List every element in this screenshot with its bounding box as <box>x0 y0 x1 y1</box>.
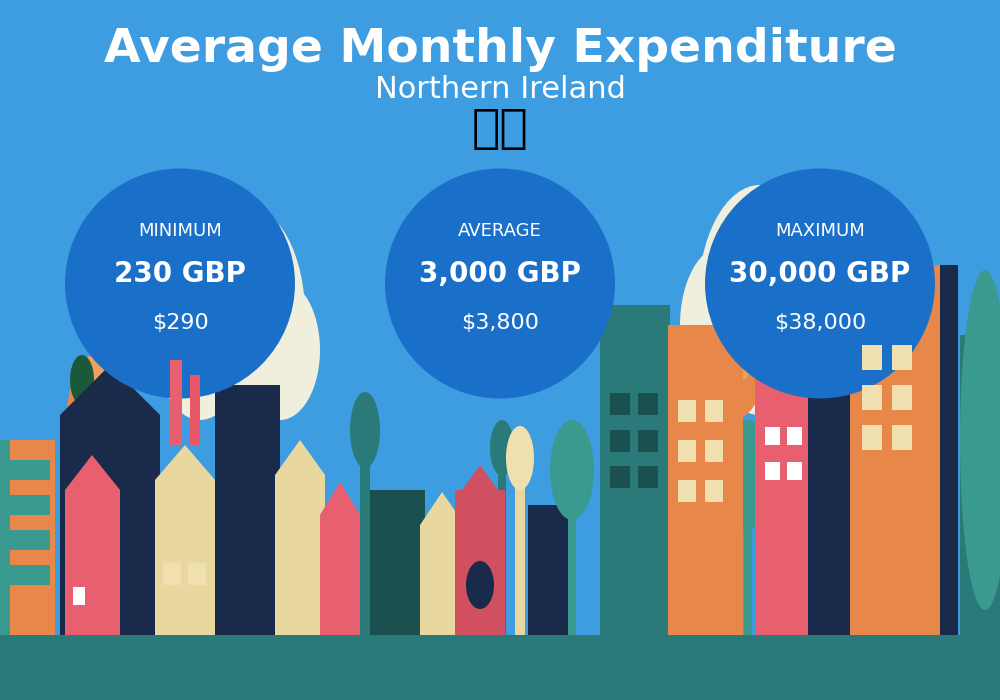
Bar <box>862 385 882 410</box>
Circle shape <box>65 169 295 398</box>
Polygon shape <box>155 445 215 480</box>
Ellipse shape <box>155 260 245 420</box>
Bar <box>678 480 696 502</box>
Bar <box>892 385 912 410</box>
Bar <box>498 450 506 635</box>
Bar <box>0 440 10 635</box>
Ellipse shape <box>755 245 845 405</box>
Bar <box>744 460 752 635</box>
Bar <box>678 440 696 462</box>
Bar <box>360 435 370 635</box>
Bar <box>60 415 160 635</box>
Bar <box>765 427 780 445</box>
Bar <box>892 345 912 370</box>
Bar <box>755 345 810 635</box>
Bar <box>705 440 723 462</box>
Bar <box>73 587 85 605</box>
Bar <box>638 466 658 488</box>
Text: Northern Ireland: Northern Ireland <box>375 76 625 104</box>
Ellipse shape <box>506 426 534 490</box>
Text: 30,000 GBP: 30,000 GBP <box>729 260 911 288</box>
Polygon shape <box>420 492 465 525</box>
Ellipse shape <box>240 280 320 420</box>
Bar <box>705 400 723 422</box>
Bar <box>850 265 950 635</box>
Bar <box>610 430 630 452</box>
Ellipse shape <box>960 270 1000 610</box>
Bar <box>420 525 465 635</box>
Bar <box>0 635 1000 700</box>
Bar <box>65 490 120 635</box>
Polygon shape <box>320 482 360 515</box>
Text: $290: $290 <box>152 314 208 333</box>
Bar <box>188 563 206 585</box>
Bar <box>0 440 55 635</box>
Circle shape <box>385 169 615 398</box>
Text: MINIMUM: MINIMUM <box>138 223 222 241</box>
Bar <box>600 305 670 635</box>
Text: $38,000: $38,000 <box>774 314 866 333</box>
Text: 230 GBP: 230 GBP <box>114 260 246 288</box>
Polygon shape <box>275 440 325 475</box>
Bar <box>320 515 360 635</box>
Text: 3,000 GBP: 3,000 GBP <box>419 260 581 288</box>
Bar <box>190 375 200 445</box>
Bar <box>787 427 802 445</box>
Ellipse shape <box>350 392 380 468</box>
Bar <box>275 475 325 635</box>
Text: 🇬🇧: 🇬🇧 <box>472 108 528 153</box>
Ellipse shape <box>67 360 123 470</box>
Circle shape <box>705 169 935 398</box>
Bar <box>960 335 1000 635</box>
Ellipse shape <box>185 205 305 425</box>
Bar <box>163 563 181 585</box>
Polygon shape <box>60 365 160 415</box>
Bar <box>940 265 958 635</box>
Bar <box>668 325 743 635</box>
Bar <box>455 490 505 635</box>
Bar <box>10 530 50 550</box>
Bar <box>787 462 802 480</box>
Bar <box>78 380 86 440</box>
Bar <box>705 480 723 502</box>
Ellipse shape <box>70 355 94 405</box>
Ellipse shape <box>723 420 773 530</box>
Text: MAXIMUM: MAXIMUM <box>775 223 865 241</box>
Bar <box>610 466 630 488</box>
Bar <box>10 495 50 515</box>
Ellipse shape <box>550 420 594 520</box>
Bar <box>568 450 576 635</box>
Bar <box>862 345 882 370</box>
Ellipse shape <box>490 420 514 476</box>
Bar <box>862 425 882 450</box>
Bar <box>528 505 573 635</box>
Text: AVERAGE: AVERAGE <box>458 223 542 241</box>
Bar <box>678 400 696 422</box>
Bar <box>638 393 658 415</box>
Bar <box>10 565 50 585</box>
Text: $3,800: $3,800 <box>461 314 539 333</box>
Bar <box>808 335 853 635</box>
Bar <box>370 490 425 635</box>
Bar <box>10 460 50 480</box>
Bar <box>0 440 55 635</box>
Polygon shape <box>455 465 505 500</box>
Ellipse shape <box>703 320 763 420</box>
Bar <box>515 460 525 635</box>
Text: Average Monthly Expenditure: Average Monthly Expenditure <box>104 27 896 73</box>
Ellipse shape <box>698 185 822 415</box>
Bar <box>170 360 182 445</box>
Bar <box>215 385 280 635</box>
Polygon shape <box>65 455 120 490</box>
Bar <box>610 393 630 415</box>
Ellipse shape <box>680 245 770 405</box>
Ellipse shape <box>466 561 494 609</box>
Ellipse shape <box>73 355 117 425</box>
Bar <box>892 425 912 450</box>
Bar <box>765 462 780 480</box>
Ellipse shape <box>711 315 755 385</box>
Bar <box>155 480 215 635</box>
Bar <box>638 430 658 452</box>
